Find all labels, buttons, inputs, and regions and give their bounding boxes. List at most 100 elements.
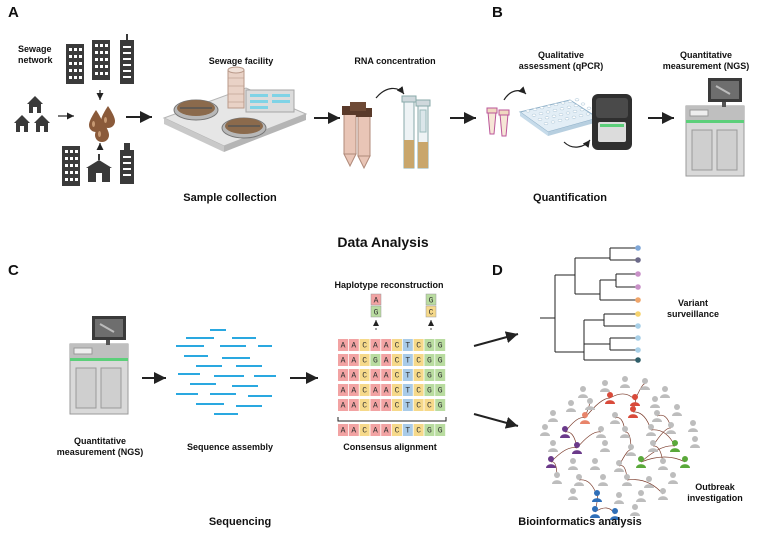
base-cell: G <box>435 399 446 411</box>
base-cell: C <box>359 399 370 411</box>
svg-text:G: G <box>427 342 432 351</box>
svg-text:T: T <box>405 387 410 396</box>
tree-tip <box>635 271 641 277</box>
arrow <box>473 413 519 429</box>
base-cell: A <box>348 424 359 436</box>
base-cell: G <box>435 354 446 366</box>
base-cell: G <box>435 424 446 436</box>
plate-well <box>560 101 566 105</box>
base-cell: A <box>348 339 359 351</box>
data-analysis-title: Data Analysis <box>337 234 429 250</box>
base-cell: A <box>370 339 381 351</box>
svg-text:A: A <box>341 402 346 411</box>
base-cell: T <box>402 339 413 351</box>
person-icon <box>605 392 615 404</box>
plate-well <box>553 103 559 107</box>
svg-text:C: C <box>362 342 367 351</box>
base-cell: A <box>370 399 381 411</box>
building-icon <box>62 146 80 186</box>
arrow <box>473 331 519 347</box>
base-cell: A <box>370 424 381 436</box>
qpcr-machine-icon <box>592 94 632 150</box>
panel-label-c: C <box>8 262 19 279</box>
building-icon <box>120 34 134 84</box>
qualitative-label: Qualitative assessment (qPCR) <box>518 50 604 71</box>
person-icon <box>578 386 588 398</box>
sequence-assembly-label: Sequence assembly <box>186 442 274 452</box>
base-cell: A <box>338 369 348 381</box>
person-icon <box>614 492 624 504</box>
svg-text:C: C <box>427 402 432 411</box>
svg-text:A: A <box>351 342 356 351</box>
svg-text:C: C <box>362 387 367 396</box>
svg-text:G: G <box>427 427 432 436</box>
svg-text:G: G <box>438 427 443 436</box>
sequencer-icon <box>685 77 745 177</box>
base-cell: A <box>348 384 359 396</box>
svg-text:A: A <box>374 297 379 306</box>
base-cell: T <box>402 399 413 411</box>
tree-tip <box>635 284 641 290</box>
tree-tip <box>635 357 641 363</box>
person-icon <box>630 504 640 516</box>
concentrator-icon <box>401 95 431 169</box>
svg-text:G: G <box>374 309 379 318</box>
svg-text:C: C <box>395 402 400 411</box>
haplotype-cell: G <box>370 305 382 318</box>
base-cell: C <box>359 369 370 381</box>
network-link <box>564 417 586 433</box>
svg-text:C: C <box>362 402 367 411</box>
base-cell: G <box>424 354 435 366</box>
plate-well <box>532 107 538 111</box>
panel-label-a: A <box>8 4 19 21</box>
person-icon <box>636 490 646 502</box>
consensus-alignment-label: Consensus alignment <box>343 442 437 452</box>
base-cell: A <box>381 354 392 366</box>
person-icon <box>626 444 636 456</box>
svg-text:A: A <box>384 342 389 351</box>
panel-label-d: D <box>492 262 503 279</box>
plate-well <box>543 122 549 126</box>
alignment-grid: A A C A A C T C G GA A C G A C T C G GA A C A A C T C G GA A C A A C T C G G… <box>338 339 446 436</box>
network-link <box>594 507 616 515</box>
svg-text:A: A <box>351 372 356 381</box>
person-icon <box>568 488 578 500</box>
svg-text:C: C <box>416 402 421 411</box>
house-icon <box>14 115 30 132</box>
svg-text:C: C <box>362 427 367 436</box>
base-cell: G <box>424 369 435 381</box>
network-link <box>640 445 676 463</box>
network-link <box>576 431 602 449</box>
plate-well <box>567 99 573 103</box>
svg-text:T: T <box>405 342 410 351</box>
base-cell: A <box>338 339 348 351</box>
house-icon <box>34 115 50 132</box>
arrow <box>375 86 405 99</box>
person-icon <box>548 440 558 452</box>
base-cell: A <box>338 399 348 411</box>
plate-well <box>539 106 545 110</box>
base-cell: G <box>370 354 381 366</box>
base-cell: A <box>370 369 381 381</box>
plate-well <box>579 108 585 112</box>
rna-concentration-label: RNA concentration <box>354 56 436 66</box>
network-link <box>640 456 686 463</box>
arrow <box>503 86 527 101</box>
svg-text:G: G <box>438 357 443 366</box>
plate-well <box>531 113 537 117</box>
base-cell: G <box>424 339 435 351</box>
sequencer-icon <box>69 315 129 415</box>
base-cell: C <box>392 424 402 436</box>
svg-text:G: G <box>438 342 443 351</box>
plate-well <box>557 118 563 122</box>
plate-well <box>564 117 570 121</box>
person-icon <box>666 422 676 434</box>
qpcr-plate-icon <box>518 98 600 136</box>
sewage-facility-label: Sewage facility <box>208 56 274 66</box>
svg-text:A: A <box>351 387 356 396</box>
person-icon <box>630 394 640 406</box>
plate-well <box>551 114 557 118</box>
tree-tip <box>635 257 641 263</box>
base-cell: A <box>381 384 392 396</box>
svg-text:A: A <box>384 372 389 381</box>
